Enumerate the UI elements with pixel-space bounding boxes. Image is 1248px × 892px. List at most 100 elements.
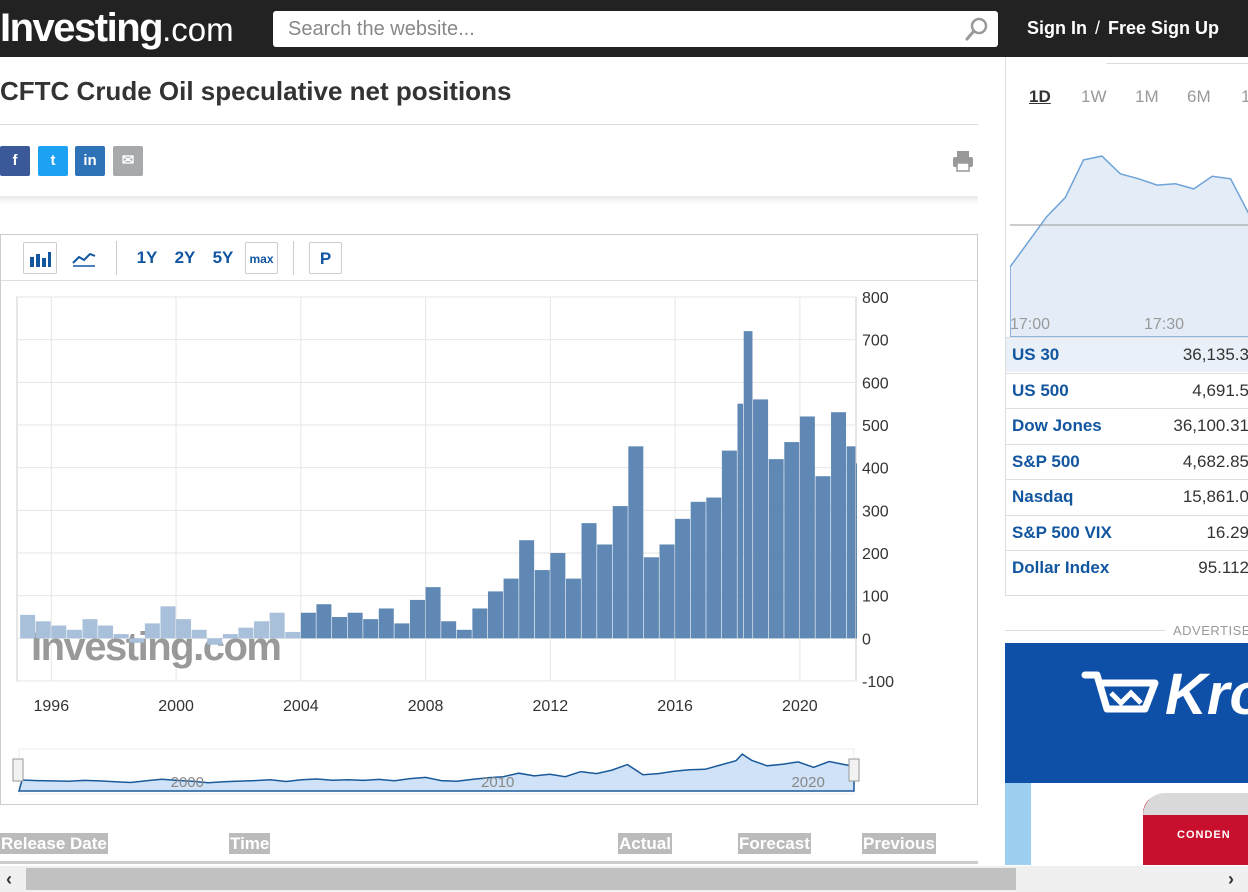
chart-bar — [503, 578, 519, 639]
navigator-labels: 2000 2010 2020 — [171, 774, 825, 791]
quote-name[interactable]: S&P 500 — [1012, 451, 1080, 471]
chart-bar — [160, 606, 176, 639]
range-5y-button[interactable]: 5Y — [212, 248, 234, 267]
quote-name[interactable]: Dollar Index — [1012, 558, 1110, 577]
tab-1m[interactable]: 1M — [1135, 87, 1159, 106]
y-axis-ticks: 800 700 600 500 400 300 200 100 0 -100 — [862, 290, 894, 691]
navigator-chart[interactable]: 2000 2010 2020 — [1, 741, 977, 803]
quote-name[interactable]: Nasdaq — [1012, 487, 1074, 506]
chart-bar — [425, 587, 441, 639]
print-icon[interactable] — [951, 149, 975, 173]
bar-chart-type-button[interactable] — [23, 242, 57, 274]
y-tick-label: 400 — [862, 461, 889, 478]
chart-bar — [66, 629, 82, 639]
col-forecast[interactable]: Forecast — [738, 833, 811, 854]
x-tick-label: 2008 — [408, 698, 444, 715]
scroll-left-icon[interactable]: ‹ — [6, 869, 12, 889]
col-previous[interactable]: Previous — [862, 833, 936, 854]
linkedin-share-button[interactable]: in — [75, 146, 105, 176]
chart-bar — [238, 627, 254, 639]
quote-row[interactable]: S&P 500 4,682.85 — [1006, 443, 1248, 479]
chart-bar — [222, 634, 238, 639]
section-shadow — [0, 196, 978, 204]
logo-text: Investing — [0, 6, 164, 50]
chart-toolbar: 1Y 2Y 5Y max P — [1, 235, 977, 281]
scrollbar-thumb[interactable] — [26, 868, 1016, 890]
x-tick-label: 2004 — [283, 698, 319, 715]
ad-can-lid — [1143, 793, 1248, 815]
y-tick-label: 300 — [862, 503, 889, 520]
quote-name[interactable]: US 500 — [1012, 380, 1069, 400]
chart-bar — [487, 591, 503, 639]
chart-bar — [768, 459, 784, 639]
table-header-divider — [0, 861, 978, 864]
col-release-date[interactable]: Release Date — [0, 833, 108, 854]
chart-bar — [332, 617, 348, 639]
positions-chart: Investing.com 8007006005004003002001000-… — [16, 290, 894, 715]
tab-1d[interactable]: 1D — [1029, 87, 1051, 106]
navigator-right-handle[interactable] — [848, 758, 860, 782]
chart-bar — [534, 570, 550, 639]
chart-bar — [394, 623, 410, 639]
range-2y-button[interactable]: 2Y — [174, 248, 196, 267]
horizontal-scrollbar[interactable]: ‹ › — [0, 866, 1248, 892]
range-max-button[interactable]: max — [245, 242, 278, 274]
quote-row[interactable]: US 500 4,691.5 — [1006, 372, 1248, 408]
twitter-share-button[interactable]: t — [38, 146, 68, 176]
percent-toggle-button[interactable]: P — [309, 242, 342, 274]
facebook-share-button[interactable]: f — [0, 146, 30, 176]
search-input[interactable] — [273, 11, 933, 47]
market-quotes-sidebar: 1D 1W 1M 6M 1 17:00 17:30 US 30 36,135.3 U… — [1005, 57, 1248, 596]
area-chart-type-button[interactable] — [67, 242, 101, 274]
chart-bar — [409, 599, 425, 639]
toolbar-separator — [293, 241, 294, 275]
quote-row[interactable]: Dollar Index 95.112 — [1006, 550, 1248, 585]
navigator-year-label: 2010 — [481, 774, 514, 791]
quote-row[interactable]: Dow Jones 36,100.31 — [1006, 408, 1248, 443]
tab-6m[interactable]: 6M — [1187, 87, 1211, 106]
tab-1w[interactable]: 1W — [1081, 87, 1107, 106]
quote-name[interactable]: US 30 — [1012, 345, 1060, 364]
quote-name[interactable]: S&P 500 VIX — [1012, 522, 1112, 542]
auth-links: Sign In / Free Sign Up — [1027, 18, 1219, 39]
tab-1y[interactable]: 1 — [1241, 87, 1248, 106]
x-tick-label: 2000 — [158, 698, 194, 715]
navigator-left-handle[interactable] — [12, 758, 24, 782]
chart-bar — [51, 625, 67, 639]
quote-row[interactable]: Nasdaq 15,861.0 — [1006, 479, 1248, 514]
scroll-right-icon[interactable]: › — [1228, 869, 1234, 889]
chart-bar — [35, 621, 51, 639]
sign-in-link[interactable]: Sign In — [1027, 18, 1087, 38]
col-actual[interactable]: Actual — [618, 833, 672, 854]
title-divider — [0, 124, 978, 125]
chart-bar — [846, 446, 856, 639]
quote-row[interactable]: S&P 500 VIX 16.29 — [1006, 514, 1248, 550]
chart-bar — [856, 463, 857, 639]
search-icon[interactable] — [962, 14, 992, 44]
email-share-button[interactable]: ✉ — [113, 146, 143, 176]
search-box — [273, 11, 998, 47]
quote-name[interactable]: Dow Jones — [1012, 416, 1102, 435]
y-tick-label: 500 — [862, 418, 889, 435]
col-time[interactable]: Time — [229, 833, 271, 854]
quote-row[interactable]: US 30 36,135.3 — [1006, 337, 1248, 372]
advertisement-banner[interactable]: Kro CONDEN — [1005, 643, 1248, 865]
y-tick-label: 100 — [862, 589, 889, 606]
chart-bar — [737, 403, 744, 639]
range-1y-button[interactable]: 1Y — [136, 248, 158, 267]
y-tick-label: -100 — [862, 674, 894, 691]
chart-bar — [254, 621, 270, 639]
chart-bar — [581, 523, 597, 639]
y-tick-label: 700 — [862, 333, 889, 350]
chart-bar — [347, 612, 363, 639]
chart-bar — [721, 450, 737, 639]
y-tick-label: 600 — [862, 375, 889, 392]
chart-bar — [129, 638, 145, 643]
quote-value: 95.112 — [1198, 558, 1248, 577]
chart-bar — [519, 540, 535, 639]
chart-bar — [550, 553, 566, 639]
sign-up-link[interactable]: Free Sign Up — [1108, 18, 1220, 38]
quote-value: 15,861.0 — [1182, 487, 1248, 506]
site-logo[interactable]: Investing.com — [0, 6, 234, 51]
bar-chart-icon — [30, 252, 51, 267]
